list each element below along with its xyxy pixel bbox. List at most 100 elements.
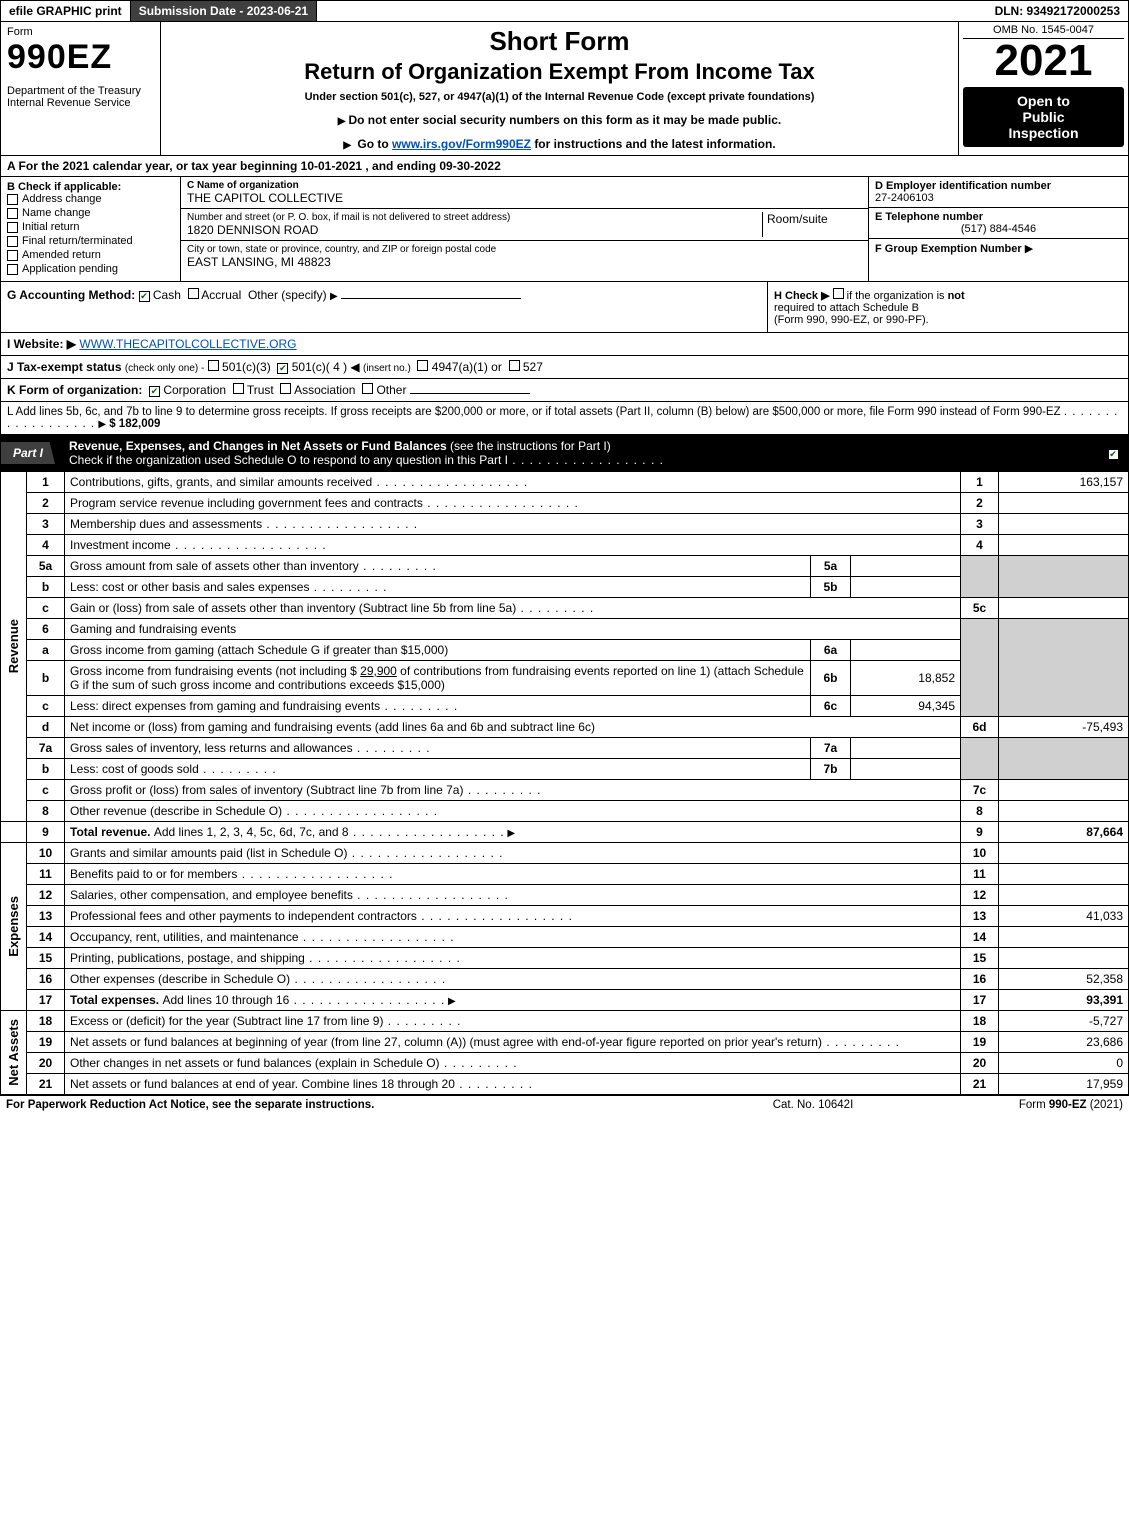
chk-trust[interactable] — [233, 383, 244, 394]
chk-schedule-b[interactable] — [833, 288, 844, 299]
col-def: D Employer identification number 27-2406… — [868, 177, 1128, 281]
chk-501c3[interactable] — [208, 360, 219, 371]
tax-year: 2021 — [963, 39, 1124, 83]
line6c-amount: 94,345 — [851, 696, 961, 717]
table-row: 12Salaries, other compensation, and empl… — [1, 885, 1129, 906]
directive-ssn: Do not enter social security numbers on … — [167, 113, 952, 127]
h-cell: H Check ▶ if the organization is not req… — [768, 282, 1128, 332]
arrow-icon: ▶ — [1025, 243, 1033, 255]
table-row: Revenue 1Contributions, gifts, grants, a… — [1, 472, 1129, 493]
line16-amount: 52,358 — [999, 969, 1129, 990]
table-row: Net Assets 18Excess or (deficit) for the… — [1, 1011, 1129, 1032]
pra-notice: For Paperwork Reduction Act Notice, see … — [6, 1099, 703, 1111]
header-right: OMB No. 1545-0047 2021 Open to Public In… — [958, 22, 1128, 155]
title-short-form: Short Form — [167, 26, 952, 57]
org-street: 1820 DENNISON ROAD — [187, 223, 762, 237]
form-word: Form — [7, 26, 154, 38]
table-row: 16Other expenses (describe in Schedule O… — [1, 969, 1129, 990]
block-bcdef: B Check if applicable: Address change Na… — [0, 177, 1129, 282]
table-row: 11Benefits paid to or for members11 — [1, 864, 1129, 885]
c-name-cell: C Name of organization THE CAPITOL COLLE… — [181, 177, 868, 209]
line13-amount: 41,033 — [999, 906, 1129, 927]
other-org-input[interactable] — [410, 393, 530, 394]
row-j: J Tax-exempt status (check only one) - 5… — [0, 356, 1129, 379]
b-label: B Check if applicable: — [7, 181, 174, 193]
chk-amended-return[interactable]: Amended return — [7, 249, 174, 261]
line19-amount: 23,686 — [999, 1032, 1129, 1053]
ein-value: 27-2406103 — [875, 192, 1122, 204]
checkbox-icon — [7, 208, 18, 219]
c-street-cell: Number and street (or P. O. box, if mail… — [181, 209, 868, 241]
chk-accrual[interactable] — [188, 288, 199, 299]
table-row: 17Total expenses. Add lines 10 through 1… — [1, 990, 1129, 1011]
website-link[interactable]: WWW.THECAPITOLCOLLECTIVE.ORG — [79, 337, 296, 351]
title-return: Return of Organization Exempt From Incom… — [167, 59, 952, 85]
row-l: L Add lines 5b, 6c, and 7b to line 9 to … — [0, 402, 1129, 435]
table-row: bGross income from fundraising events (n… — [1, 661, 1129, 696]
inspection-badge: Open to Public Inspection — [963, 87, 1124, 147]
phone-value: (517) 884-4546 — [875, 223, 1122, 235]
checkbox-icon — [7, 222, 18, 233]
form-number: 990EZ — [7, 38, 154, 77]
checkbox-icon — [7, 250, 18, 261]
line6d-amount: -75,493 — [999, 717, 1129, 738]
line20-amount: 0 — [999, 1053, 1129, 1074]
chk-schedule-o[interactable] — [1108, 449, 1119, 460]
chk-application-pending[interactable]: Application pending — [7, 263, 174, 275]
g-cell: G Accounting Method: Cash Accrual Other … — [1, 282, 768, 332]
table-row: aGross income from gaming (attach Schedu… — [1, 640, 1129, 661]
table-row: 14Occupancy, rent, utilities, and mainte… — [1, 927, 1129, 948]
irs-link[interactable]: www.irs.gov/Form990EZ — [392, 137, 531, 151]
table-row: 20Other changes in net assets or fund ba… — [1, 1053, 1129, 1074]
part1-grid: Revenue 1Contributions, gifts, grants, a… — [0, 471, 1129, 1095]
chk-address-change[interactable]: Address change — [7, 193, 174, 205]
cat-no: Cat. No. 10642I — [703, 1099, 923, 1111]
table-row: bLess: cost or other basis and sales exp… — [1, 577, 1129, 598]
table-row: 21Net assets or fund balances at end of … — [1, 1074, 1129, 1095]
col-b: B Check if applicable: Address change Na… — [1, 177, 181, 281]
chk-initial-return[interactable]: Initial return — [7, 221, 174, 233]
line18-amount: -5,727 — [999, 1011, 1129, 1032]
table-row: 6Gaming and fundraising events — [1, 619, 1129, 640]
table-row: cLess: direct expenses from gaming and f… — [1, 696, 1129, 717]
chk-corporation[interactable] — [149, 386, 160, 397]
line9-amount: 87,664 — [999, 822, 1129, 843]
chk-final-return[interactable]: Final return/terminated — [7, 235, 174, 247]
table-row: 4Investment income4 — [1, 535, 1129, 556]
room-suite-label: Room/suite — [762, 212, 862, 237]
row-i: I Website: ▶ WWW.THECAPITOLCOLLECTIVE.OR… — [0, 333, 1129, 356]
checkbox-icon — [7, 194, 18, 205]
chk-name-change[interactable]: Name change — [7, 207, 174, 219]
org-city: EAST LANSING, MI 48823 — [187, 255, 862, 269]
col-c: C Name of organization THE CAPITOL COLLE… — [181, 177, 868, 281]
table-row: 5aGross amount from sale of assets other… — [1, 556, 1129, 577]
efile-label[interactable]: efile GRAPHIC print — [1, 1, 131, 21]
chk-association[interactable] — [280, 383, 291, 394]
table-row: 2Program service revenue including gover… — [1, 493, 1129, 514]
other-specify-input[interactable] — [341, 298, 521, 299]
line21-amount: 17,959 — [999, 1074, 1129, 1095]
revenue-label: Revenue — [6, 619, 21, 673]
chk-other-org[interactable] — [362, 383, 373, 394]
chk-4947[interactable] — [417, 360, 428, 371]
directive-goto: Go to www.irs.gov/Form990EZ for instruct… — [167, 137, 952, 151]
expenses-label: Expenses — [6, 896, 21, 957]
netassets-label: Net Assets — [6, 1019, 21, 1086]
gross-receipts-value: $ 182,009 — [109, 418, 160, 430]
table-row: 15Printing, publications, postage, and s… — [1, 948, 1129, 969]
submission-date: Submission Date - 2023-06-21 — [131, 1, 317, 21]
line-a: A For the 2021 calendar year, or tax yea… — [0, 156, 1129, 177]
department-label: Department of the Treasury Internal Reve… — [7, 85, 154, 109]
chk-cash[interactable] — [139, 291, 150, 302]
header-middle: Short Form Return of Organization Exempt… — [161, 22, 958, 155]
header-left: Form 990EZ Department of the Treasury In… — [1, 22, 161, 155]
subtitle: Under section 501(c), 527, or 4947(a)(1)… — [167, 91, 952, 103]
chk-527[interactable] — [509, 360, 520, 371]
dln-label: DLN: 93492172000253 — [987, 1, 1128, 21]
chk-501c[interactable] — [277, 363, 288, 374]
part1-header: Part I Revenue, Expenses, and Changes in… — [0, 435, 1129, 471]
line17-amount: 93,391 — [999, 990, 1129, 1011]
form-ref: Form 990-EZ (2021) — [923, 1099, 1123, 1111]
table-row: Expenses 10Grants and similar amounts pa… — [1, 843, 1129, 864]
line1-amount: 163,157 — [999, 472, 1129, 493]
